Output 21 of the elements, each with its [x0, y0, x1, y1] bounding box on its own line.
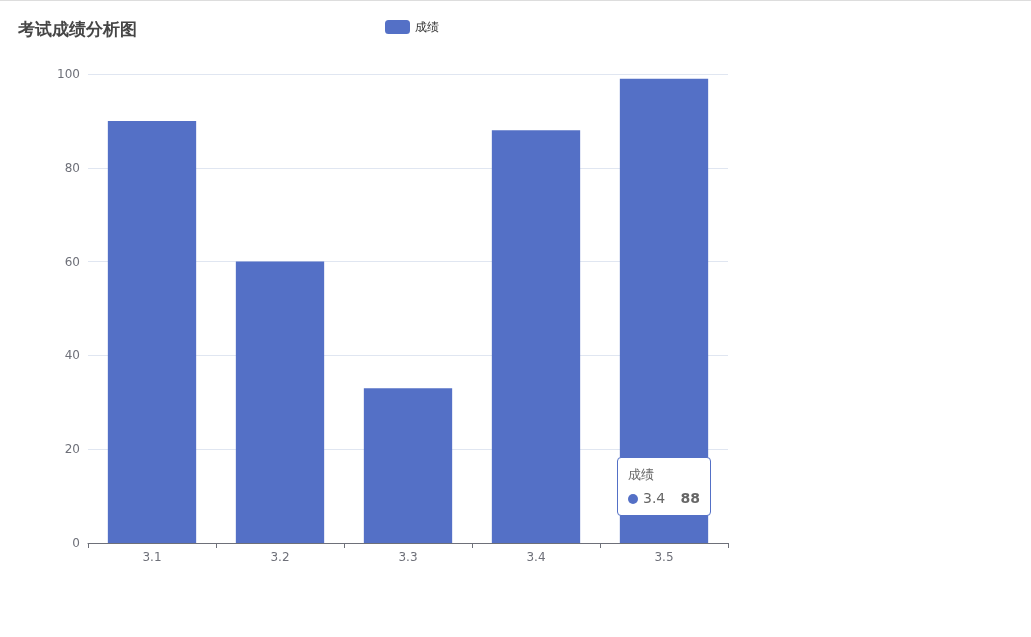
- annotation: 3.4: [643, 490, 666, 506]
- x-tick-label: 3.4: [526, 550, 546, 564]
- x-tick-label: 3.3: [398, 550, 418, 564]
- x-tick-label: 3.5: [654, 550, 674, 564]
- x-tick-label: 3.1: [142, 550, 162, 564]
- bar: [491, 130, 581, 543]
- bar: [235, 261, 325, 543]
- bar: [363, 388, 453, 543]
- x-tick-label: 3.2: [270, 550, 290, 564]
- y-tick-label: 100: [57, 67, 80, 81]
- y-tick-label: 60: [64, 254, 80, 269]
- chart-title: 考试成绩分析图: [17, 18, 137, 39]
- y-tick-label: 20: [64, 442, 80, 457]
- legend-label: 成绩: [415, 20, 439, 34]
- bar: [107, 120, 197, 543]
- annotation: 成绩: [628, 466, 654, 484]
- annotation: 88: [680, 490, 700, 506]
- y-tick-label: 0: [72, 536, 80, 550]
- y-tick-label: 40: [64, 348, 80, 363]
- y-tick-label: 80: [64, 160, 80, 175]
- tooltip-box: 成绩 3.4 88: [617, 457, 711, 516]
